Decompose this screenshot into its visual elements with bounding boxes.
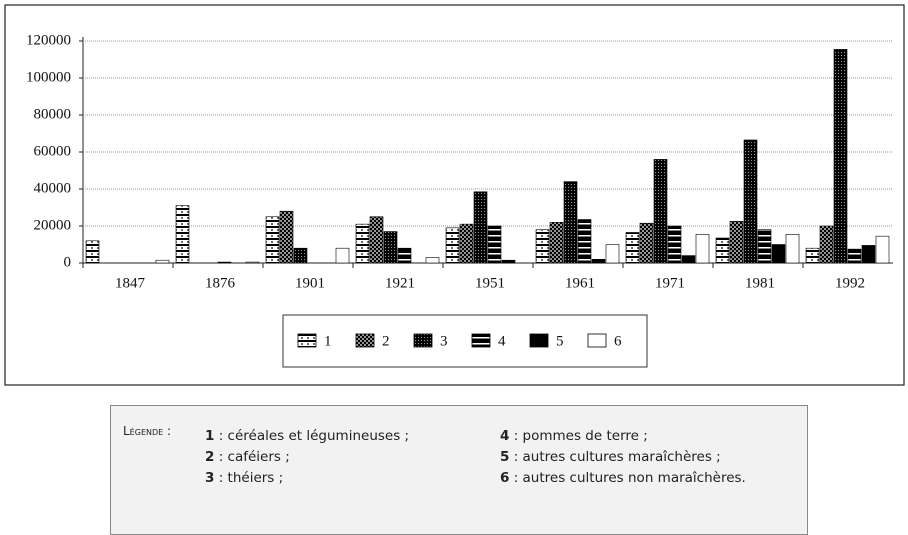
legend-note: 1 : céréales et légumineuses ; [205,428,409,444]
legend-label: 1 [324,333,332,349]
bar [639,222,654,264]
bar [175,205,190,264]
legend-swatch [529,333,549,348]
bar [667,225,682,264]
note-text: : caféiers ; [214,449,290,465]
bar [265,216,280,264]
y-tick-label: 60000 [34,143,72,159]
note-text: : céréales et légumineuses ; [214,428,410,444]
y-tick-label: 20000 [34,217,72,233]
note-number: 2 [205,449,215,465]
bar [245,261,260,264]
bar [695,234,710,264]
bar [473,191,488,264]
bar [847,248,862,264]
y-tick-label: 80000 [34,106,72,122]
bar [729,221,744,264]
legend-label: 3 [440,333,448,349]
x-tick-label: 1971 [655,275,685,291]
legend-label: 5 [556,333,564,349]
bar [155,259,170,264]
bar [577,219,592,264]
notes-title: Légende : [123,424,172,438]
note-text: : autres cultures maraîchères ; [509,449,721,465]
legend-box [282,314,648,368]
bar [591,258,606,264]
legend-note: 6 : autres cultures non maraîchères. [500,470,746,486]
legend-swatch [297,333,317,348]
bar [875,235,890,264]
bar [861,245,876,264]
legend-note: 2 : caféiers ; [205,449,290,465]
bar [445,227,460,264]
bar [771,244,786,264]
x-tick-label: 1981 [745,275,775,291]
bar [715,237,730,264]
legend-note: 5 : autres cultures maraîchères ; [500,449,721,465]
bar [85,240,100,264]
bar [805,247,820,264]
note-text: : pommes de terre ; [509,428,648,444]
bar [369,216,384,264]
bar [833,49,848,264]
x-tick-label: 1901 [295,275,325,291]
bar [355,223,370,264]
legend-swatch [413,333,433,348]
x-tick-label: 1921 [385,275,415,291]
bar [425,257,440,264]
legend-note: 3 : théiers ; [205,470,283,486]
legend-swatch [587,333,607,348]
x-tick-label: 1876 [205,275,236,291]
bar [535,229,550,264]
legend-label: 4 [498,333,506,349]
x-tick-label: 1961 [565,275,595,291]
bar [625,232,640,264]
bar [563,181,578,264]
note-number: 5 [500,449,510,465]
x-tick-label: 1847 [115,275,146,291]
note-text: : autres cultures non maraîchères. [509,470,746,486]
legend-note: 4 : pommes de terre ; [500,428,648,444]
x-tick-label: 1992 [835,275,865,291]
chart: 0 20000 40000 60000 80000 100000 120000 1847 187… [4,4,905,386]
bar [757,229,772,264]
bar [743,139,758,264]
bar [605,244,620,264]
legend-swatch [355,333,375,348]
y-tick-label: 0 [64,254,72,270]
bar [681,255,696,264]
bar [501,259,516,264]
note-number: 4 [500,428,510,444]
bar [335,247,350,264]
bar [785,234,800,264]
legend-notes: Légende : 1 : céréales et légumineuses ;… [110,405,808,535]
y-tick-label: 100000 [26,69,71,85]
bar [549,222,564,264]
legend-label: 2 [382,333,390,349]
y-tick-label: 120000 [26,32,71,48]
bar [293,247,308,264]
bar [397,247,412,264]
bar [383,231,398,264]
x-tick-label: 1951 [475,275,505,291]
bar [819,225,834,264]
bar [459,223,474,264]
note-text: : théiers ; [214,470,284,486]
bar [487,225,502,264]
chart-frame [4,4,905,386]
note-number: 3 [205,470,215,486]
legend-swatch [471,333,491,348]
note-number: 6 [500,470,510,486]
bar [279,210,294,264]
y-tick-label: 40000 [34,180,72,196]
bar [217,261,232,264]
bar [653,159,668,264]
note-number: 1 [205,428,215,444]
legend-label: 6 [614,333,622,349]
